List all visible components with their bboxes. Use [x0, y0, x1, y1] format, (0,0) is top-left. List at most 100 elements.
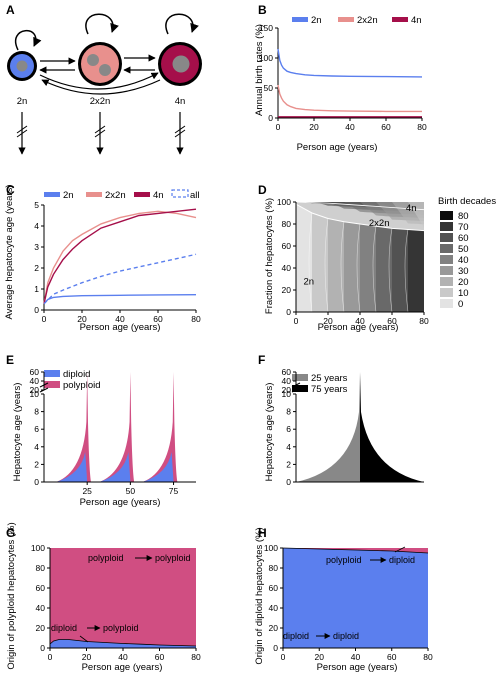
xlabel-c: Person age (years)	[80, 322, 161, 333]
legend-label-c-2n: 2n	[63, 190, 74, 201]
x-tick-label-d-1: 20	[323, 316, 333, 326]
area-75-years	[360, 372, 424, 482]
node-label-4n: 4n	[175, 96, 186, 107]
decade-edge-2n-7	[404, 229, 409, 313]
panel-c: C 2n 2x2n 4n all 0 20 40 60 80 0 1 2 3 4 5 Person …	[4, 183, 201, 333]
x-tick-label-g-0: 0	[48, 652, 53, 662]
y-tick-label-d-4: 80	[282, 219, 292, 229]
y-tick-label-low-e-2: 4	[34, 442, 39, 452]
panel-label-h: H	[258, 526, 267, 540]
x-tick-label-h-3: 60	[387, 652, 397, 662]
death-arrow-slashes	[16, 125, 186, 138]
xlabel-h: Person age (years)	[317, 662, 398, 673]
decade-band-poly-8	[296, 202, 424, 228]
y-tick-label-d-0: 0	[286, 307, 291, 317]
y-tick-label-c-4: 4	[34, 221, 39, 231]
polyploid-area-25	[56, 372, 91, 482]
plot-h	[282, 547, 429, 648]
x-tick-label-h-1: 20	[315, 652, 325, 662]
x-tick-label-g-3: 60	[155, 652, 165, 662]
plot-d	[295, 201, 425, 313]
legend-swatch-polyploid	[44, 381, 60, 388]
y-tick-label-d-3: 60	[282, 241, 292, 251]
x-tick-label-g-1: 20	[82, 652, 92, 662]
plot-e	[56, 372, 178, 482]
axes-g: 0 20 40 60 80 0 20 40 60 80 100	[31, 543, 201, 662]
x-tick-label-d-4: 80	[419, 316, 429, 326]
decade-edge-2n-1	[308, 212, 313, 313]
x-tick-label-b-2: 40	[345, 122, 355, 132]
legend-swatch-2n	[292, 17, 308, 22]
x-tick-label-e-0: 25	[82, 486, 92, 496]
y-tick-label-h-4: 80	[269, 563, 279, 573]
y-tick-label-low-f-0: 0	[286, 477, 291, 487]
diploid-area-50	[99, 452, 131, 482]
legend-f: 25 years 75 years	[292, 373, 348, 395]
ylabel-g: Origin of polyploid hepatocytes (%)	[6, 522, 17, 669]
panel-a: A 2n 2x2n 4n	[6, 3, 202, 155]
series-line-b-2x2n	[277, 84, 422, 113]
nucleus-2x2n-a	[87, 54, 99, 66]
y-tick-label-c-0: 0	[34, 305, 39, 315]
series-line-b-2n	[277, 48, 423, 78]
axes-c: 0 20 40 60 80 0 1 2 3 4 5	[34, 200, 201, 324]
legend-swatch-25-years	[292, 374, 308, 381]
x-tick-label-h-4: 80	[423, 652, 433, 662]
y-tick-label-c-5: 5	[34, 200, 39, 210]
area-upper-g	[50, 548, 196, 648]
annotation-h-from-top: polyploid	[326, 555, 362, 565]
y-tick-label-d-2: 40	[282, 263, 292, 273]
legend-swatch-decade-40	[440, 255, 453, 264]
panel-label-f: F	[258, 353, 265, 367]
annotation-h-to-top: diploid	[389, 555, 415, 565]
diploid-area-25	[56, 452, 88, 482]
x-tick-label-h-0: 0	[281, 652, 286, 662]
y-tick-label-g-5: 100	[31, 543, 45, 553]
xlabel-g: Person age (years)	[82, 662, 163, 673]
x-tick-label-c-1: 20	[77, 314, 87, 324]
y-tick-label-low-f-5: 10	[282, 389, 292, 399]
y-tick-label-up-e-2: 60	[30, 367, 40, 377]
lines-c	[43, 208, 197, 305]
legend-b: 2n 2x2n 4n	[292, 15, 422, 26]
legend-swatch-decade-20	[440, 277, 453, 286]
xlabel-d: Person age (years)	[318, 322, 399, 333]
y-tick-label-low-e-4: 8	[34, 407, 39, 417]
ylabel-e: Hepatocyte age (years)	[12, 383, 23, 482]
area-lower-h	[283, 548, 428, 648]
y-tick-label-low-f-3: 6	[286, 424, 291, 434]
axes-b: 0 20 40 60 80 0 50 100 150	[259, 23, 427, 132]
x-tick-label-d-0: 0	[294, 316, 299, 326]
region-label-2n: 2n	[304, 277, 315, 288]
boundary-2n-d	[295, 203, 425, 232]
y-tick-label-c-2: 2	[34, 263, 39, 273]
legend-c: 2n 2x2n 4n all	[44, 189, 200, 201]
annotation-h-to-bottom: diploid	[333, 631, 359, 641]
annotation-h-pointer	[394, 546, 406, 553]
y-tick-label-low-f-2: 4	[286, 442, 291, 452]
decade-edge-2n-3	[340, 221, 345, 313]
legend-label-decade-30: 30	[458, 266, 469, 277]
annotation-g-from-bottom: diploid	[51, 623, 77, 633]
nucleus-2x2n-b	[99, 64, 111, 76]
x-tick-label-b-1: 20	[309, 122, 319, 132]
xlabel-b: Person age (years)	[297, 142, 378, 153]
legend-swatch-decade-70	[440, 222, 453, 231]
ylabel-b: Annual birth rates (%)	[254, 24, 265, 116]
self-loop-4n	[165, 13, 199, 35]
plot-g	[49, 548, 197, 648]
legend-label-diploid: diploid	[63, 369, 90, 380]
y-tick-label-c-1: 1	[34, 284, 39, 294]
self-loop-2n	[15, 30, 42, 51]
node-label-2x2n: 2x2n	[90, 96, 111, 107]
polyploid-area-50	[99, 372, 135, 482]
legend-label-c-4n: 4n	[153, 190, 164, 201]
legend-swatch-decade-50	[440, 244, 453, 253]
region-label-2x2n: 2x2n	[369, 218, 390, 229]
legend-label-c-all: all	[190, 190, 200, 201]
annotation-g-top: polyploid polyploid	[88, 553, 191, 563]
decade-edge-2n-5	[372, 226, 377, 313]
